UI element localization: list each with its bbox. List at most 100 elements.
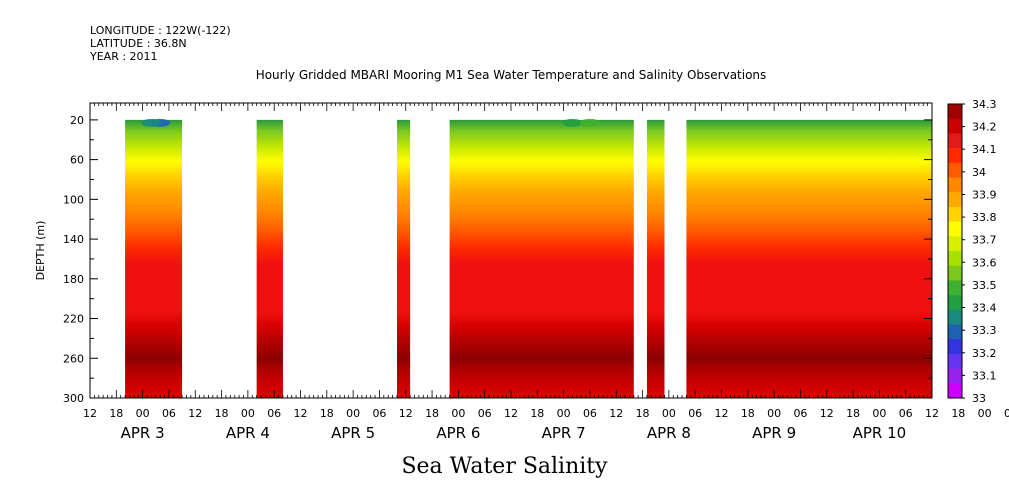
- x-tick-label: 00: [346, 407, 360, 420]
- colorbar-frame: [947, 103, 963, 399]
- colorbar-label: 33.7: [972, 234, 997, 247]
- colorbar-label: 33: [972, 392, 986, 405]
- x-day-label: APR 8: [647, 424, 691, 442]
- colorbar-label: 34: [972, 166, 986, 179]
- colorbar-swatch: [948, 177, 962, 193]
- x-day-label: APR 9: [752, 424, 796, 442]
- data-segment: [686, 119, 932, 398]
- colorbar-swatch: [948, 236, 962, 252]
- x-tick-label: 18: [425, 407, 439, 420]
- colorbar-swatch: [948, 265, 962, 281]
- surface-anomaly: [562, 118, 583, 127]
- y-tick-label: 300: [63, 392, 84, 405]
- colorbar-label: 34.2: [972, 121, 997, 134]
- x-tick-label: 12: [83, 407, 97, 420]
- y-tick-label: 260: [63, 352, 84, 365]
- y-tick-label: 100: [63, 193, 84, 206]
- colorbar: 34.3 34.2 34.1 34 33.9 33.8 33.7 33.6 33.5 33.4 33…: [947, 98, 997, 405]
- y-axis-label: DEPTH (m): [34, 221, 47, 281]
- x-tick-label: 06: [1004, 407, 1009, 420]
- x-day-label: APR 6: [436, 424, 480, 442]
- x-day-label: APR 10: [853, 424, 907, 442]
- x-tick-label: 00: [767, 407, 781, 420]
- colorbar-swatch: [948, 368, 962, 384]
- colorbar-swatch: [948, 162, 962, 178]
- colorbar-swatch: [948, 339, 962, 355]
- x-tick-label: 00: [451, 407, 465, 420]
- x-tick-label: 12: [294, 407, 308, 420]
- data-segment: [449, 119, 634, 398]
- x-tick-label: 06: [688, 407, 702, 420]
- x-tick-label: 06: [267, 407, 281, 420]
- colorbar-swatch: [948, 280, 962, 296]
- colorbar-swatch: [948, 104, 962, 119]
- data-segment: [396, 119, 411, 398]
- colorbar-label: 34.3: [972, 98, 997, 111]
- x-tick-label: 12: [188, 407, 202, 420]
- x-tick-label: 12: [925, 407, 939, 420]
- data-segment: [256, 119, 283, 398]
- x-tick-label: 18: [215, 407, 229, 420]
- x-tick-label: 18: [530, 407, 544, 420]
- colorbar-swatch: [948, 133, 962, 149]
- x-tick-label: 00: [872, 407, 886, 420]
- colorbar-label: 33.8: [972, 211, 997, 224]
- axes: 20 60 100 140 180 220 260 300 DEPTH (m) 12 18 00 06 1…: [34, 102, 1009, 442]
- surface-anomaly: [579, 118, 600, 127]
- colorbar-label: 33.6: [972, 256, 997, 269]
- x-day-label: APR 7: [542, 424, 586, 442]
- colorbar-label: 33.9: [972, 188, 997, 201]
- colorbar-swatch: [948, 148, 962, 164]
- colorbar-label: 33.1: [972, 369, 997, 382]
- x-tick-label: 12: [820, 407, 834, 420]
- colorbar-label: 34.1: [972, 143, 997, 156]
- x-tick-label: 00: [662, 407, 676, 420]
- data-segment: [125, 119, 183, 398]
- longitude-label: LONGITUDE : 122W(-122): [90, 24, 231, 37]
- y-tick-label: 180: [63, 273, 84, 286]
- x-tick-label: 00: [557, 407, 571, 420]
- x-tick-label: 12: [504, 407, 518, 420]
- colorbar-label: 33.2: [972, 347, 997, 360]
- y-tick-label: 140: [63, 233, 84, 246]
- x-tick-label: 18: [951, 407, 965, 420]
- colorbar-swatch: [948, 118, 962, 134]
- colorbar-label: 33.3: [972, 324, 997, 337]
- colorbar-swatch: [948, 324, 962, 340]
- x-tick-label: 06: [899, 407, 913, 420]
- x-tick-label: 12: [609, 407, 623, 420]
- x-day-label: APR 4: [226, 424, 270, 442]
- x-day-label: APR 3: [121, 424, 165, 442]
- colorbar-label: 33.5: [972, 279, 997, 292]
- colorbar-swatch: [948, 353, 962, 369]
- x-day-label: APR 5: [331, 424, 375, 442]
- colorbar-swatch: [948, 192, 962, 208]
- x-tick-label: 12: [715, 407, 729, 420]
- colorbar-label: 33.4: [972, 302, 997, 315]
- x-tick-label: 12: [399, 407, 413, 420]
- x-tick-label: 06: [478, 407, 492, 420]
- colorbar-swatch: [948, 383, 962, 399]
- colorbar-swatch: [948, 251, 962, 266]
- x-tick-label: 00: [978, 407, 992, 420]
- x-tick-label: 06: [162, 407, 176, 420]
- data-segment: [646, 119, 665, 398]
- x-tick-label: 18: [636, 407, 650, 420]
- plot-area: [125, 118, 932, 398]
- latitude-label: LATITUDE : 36.8N: [90, 37, 187, 50]
- colorbar-swatch: [948, 295, 962, 311]
- y-tick-label: 20: [70, 114, 84, 127]
- x-tick-label: 18: [741, 407, 755, 420]
- x-tick-label: 18: [109, 407, 123, 420]
- x-tick-label: 18: [320, 407, 334, 420]
- variable-label: Sea Water Salinity: [401, 454, 608, 479]
- y-tick-label: 220: [63, 313, 84, 326]
- y-tick-label: 60: [70, 154, 84, 167]
- colorbar-swatch: [948, 206, 962, 222]
- x-tick-label: 18: [846, 407, 860, 420]
- colorbar-swatch: [948, 309, 962, 325]
- chart-title: Hourly Gridded MBARI Mooring M1 Sea Wate…: [255, 68, 767, 82]
- year-label: YEAR : 2011: [90, 50, 158, 63]
- x-tick-label: 00: [241, 407, 255, 420]
